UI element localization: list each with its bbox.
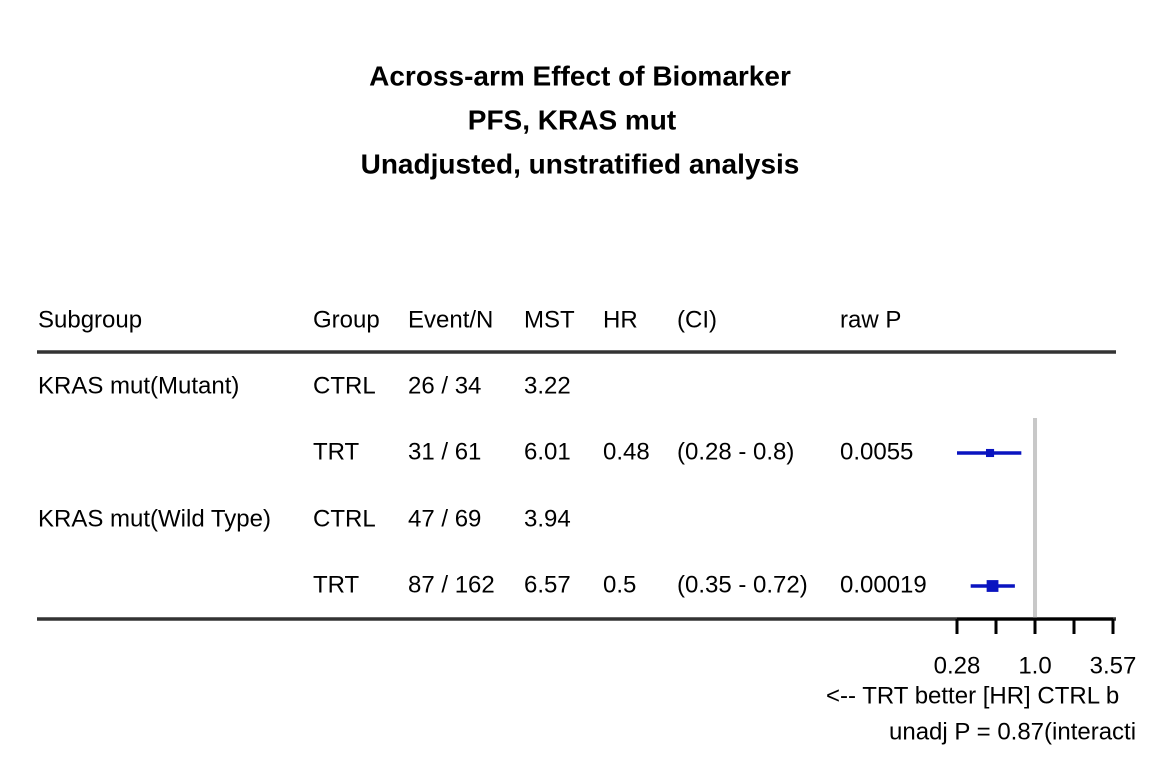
cell-ci-label: (0.28 - 0.8) (677, 438, 794, 465)
cell-subgroup: KRAS mut(Wild Type) (38, 505, 271, 532)
cell-mst: 6.57 (524, 571, 571, 598)
x-tick-label: 0.28 (934, 652, 981, 679)
column-header: MST (524, 306, 575, 333)
chart-title: Across-arm Effect of Biomarker (369, 60, 791, 91)
cell-group: CTRL (313, 372, 376, 399)
cell-hr: 0.48 (603, 438, 650, 465)
cell-events: 47 / 69 (408, 505, 481, 532)
cell-hr: 0.5 (603, 571, 636, 598)
cell-mst: 3.94 (524, 505, 571, 532)
x-tick-label: 1.0 (1018, 652, 1051, 679)
interaction-note: unadj P = 0.87(interacti (889, 718, 1136, 745)
cell-p: 0.00019 (840, 571, 927, 598)
cell-group: TRT (313, 438, 360, 465)
chart-subtitle: Unadjusted, unstratified analysis (361, 148, 800, 179)
cell-group: TRT (313, 571, 360, 598)
x-tick-label: 3.57 (1090, 652, 1137, 679)
cell-subgroup: KRAS mut(Mutant) (38, 372, 239, 399)
cell-ci-label: (0.35 - 0.72) (677, 571, 808, 598)
column-header: Subgroup (38, 306, 142, 333)
column-header: Event/N (408, 306, 493, 333)
chart-subtitle: PFS, KRAS mut (468, 104, 676, 135)
cell-p: 0.0055 (840, 438, 913, 465)
cell-events: 26 / 34 (408, 372, 481, 399)
column-header: Group (313, 306, 380, 333)
column-header: (CI) (677, 306, 717, 333)
cell-events: 87 / 162 (408, 571, 495, 598)
column-header: HR (603, 306, 638, 333)
hr-box (986, 580, 999, 592)
column-header: raw P (840, 306, 901, 333)
x-axis-label: <-- TRT better [HR] CTRL b (826, 682, 1119, 709)
cell-group: CTRL (313, 505, 376, 532)
hr-box (985, 448, 995, 458)
cell-events: 31 / 61 (408, 438, 481, 465)
cell-mst: 3.22 (524, 372, 571, 399)
cell-mst: 6.01 (524, 438, 571, 465)
